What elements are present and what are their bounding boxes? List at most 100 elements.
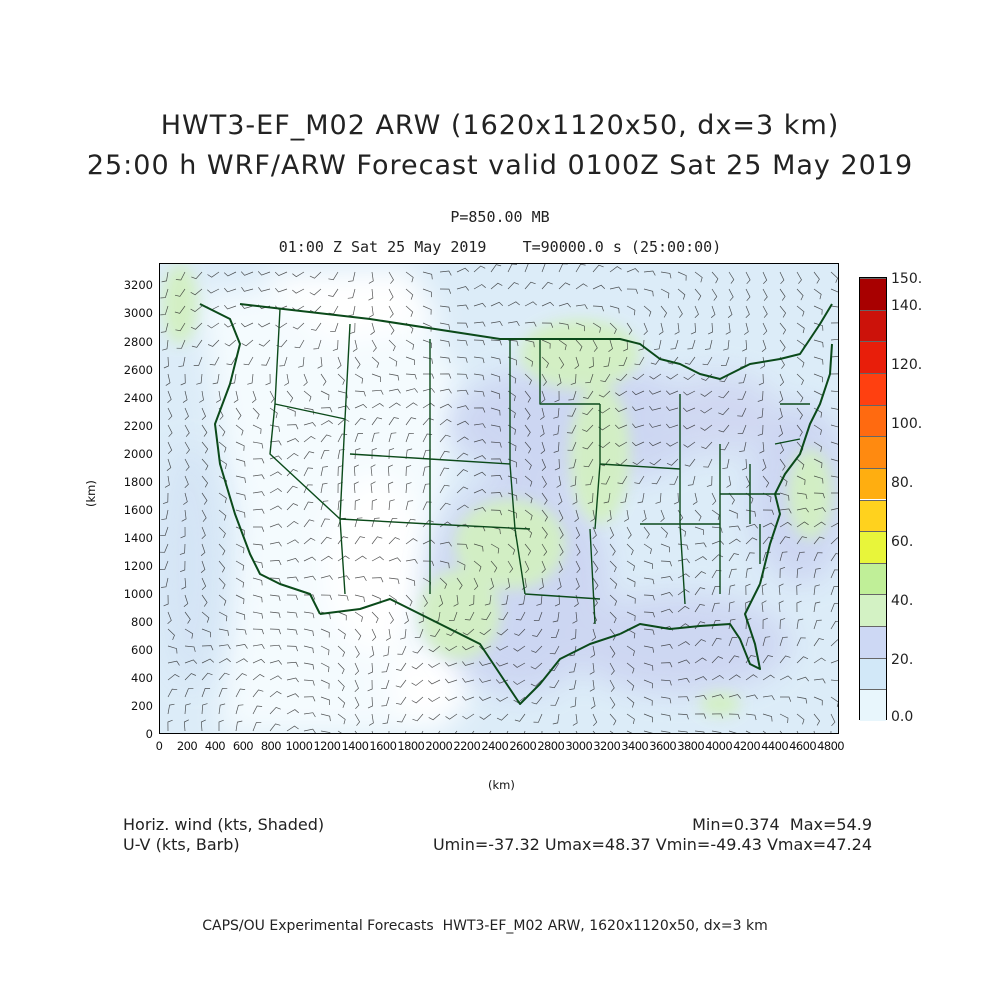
- us-east-coast: [759, 343, 833, 585]
- wind-barb: [309, 288, 322, 296]
- wind-barb: [762, 288, 768, 301]
- wind-barb: [412, 713, 424, 722]
- wind-barb: [184, 628, 194, 639]
- wind-barb: [252, 474, 265, 480]
- wind-barb: [180, 373, 186, 386]
- wind-barb: [456, 452, 469, 460]
- wind-barb: [778, 407, 783, 420]
- wind-barb: [201, 672, 213, 681]
- wind-barb: [796, 288, 804, 301]
- wind-barb: [269, 723, 281, 732]
- x-tick-label: 4600: [789, 739, 817, 753]
- x-tick-label: 2800: [537, 739, 565, 753]
- wind-barb: [643, 305, 652, 317]
- wind-barb: [539, 424, 545, 437]
- wind-barb: [796, 271, 802, 284]
- wind-barb: [490, 441, 502, 448]
- wind-barb: [405, 305, 414, 317]
- wind-barb: [683, 441, 696, 448]
- wind-barb: [556, 373, 562, 386]
- wind-barb: [201, 577, 207, 591]
- wind-barb: [405, 271, 414, 283]
- wind-barb: [778, 390, 784, 403]
- wind-barb: [218, 628, 229, 636]
- wind-barb: [711, 554, 724, 562]
- wind-barb: [368, 305, 374, 318]
- wind-barb: [830, 522, 838, 528]
- wind-barb: [439, 450, 450, 460]
- wind-barb: [813, 619, 822, 630]
- wind-barb: [193, 356, 203, 366]
- wind-barb: [445, 713, 458, 720]
- wind-barb: [184, 611, 191, 624]
- wind-barb: [778, 424, 784, 437]
- wind-barb: [161, 509, 169, 521]
- wind-barb: [711, 637, 722, 647]
- wind-barb: [498, 611, 509, 621]
- wind-barb: [813, 507, 826, 513]
- wind-barb: [745, 492, 754, 504]
- y-tick-label: 2000: [123, 446, 153, 461]
- wind-barb: [235, 658, 248, 664]
- wind-barb: [422, 388, 435, 393]
- wind-barb: [160, 543, 169, 553]
- wind-barb: [632, 406, 645, 412]
- wind-barb: [405, 577, 416, 586]
- wind-barb: [507, 356, 517, 366]
- wind-barb: [634, 475, 645, 484]
- wind-barb: [614, 424, 628, 429]
- wind-barb: [224, 287, 237, 293]
- wind-barb: [524, 407, 531, 420]
- wind-barb: [348, 271, 356, 282]
- wind-barb: [286, 468, 298, 477]
- wind-barb: [813, 271, 820, 284]
- wind-barb: [728, 601, 735, 613]
- wind-barb: [567, 407, 577, 417]
- wind-barb: [235, 526, 245, 536]
- wind-barb: [371, 417, 383, 426]
- wind-barb: [558, 560, 563, 574]
- wind-barb: [677, 271, 687, 281]
- wind-barb: [167, 407, 173, 421]
- wind-barb: [462, 661, 475, 666]
- wind-barb: [303, 501, 314, 511]
- wind-barb: [762, 322, 768, 336]
- wind-barb: [473, 423, 486, 429]
- wind-barb: [369, 645, 375, 658]
- wind-barb: [412, 645, 424, 654]
- wind-barb: [371, 536, 383, 545]
- wind-barb: [370, 464, 376, 477]
- wind-barb: [677, 305, 683, 318]
- wind-barb: [541, 458, 547, 472]
- wind-barb: [711, 620, 721, 630]
- wind-barb: [728, 730, 737, 733]
- wind-barb: [167, 645, 178, 654]
- wind-barb: [218, 719, 224, 731]
- wind-barb: [405, 417, 417, 426]
- wind-barb: [728, 674, 741, 681]
- wind-barb: [590, 509, 596, 522]
- wind-barb: [626, 628, 636, 639]
- wind-barb: [813, 638, 824, 647]
- wind-barb: [496, 713, 509, 721]
- wind-barb: [216, 390, 221, 403]
- wind-barb: [572, 492, 578, 505]
- wind-barb: [813, 441, 822, 452]
- wind-barb: [367, 662, 373, 675]
- wind-barb: [303, 712, 316, 718]
- wind-barb: [353, 481, 359, 494]
- wind-barb: [196, 373, 203, 385]
- wind-barb: [554, 458, 560, 471]
- wind-barb: [643, 560, 654, 569]
- wind-barb: [422, 483, 431, 494]
- wind-barb: [218, 594, 227, 606]
- wind-barb: [634, 356, 645, 366]
- wind-barb: [796, 521, 809, 528]
- wind-barb: [184, 424, 190, 437]
- wind-barb: [780, 696, 792, 702]
- wind-barb: [473, 284, 486, 290]
- wind-barb: [779, 339, 786, 352]
- x-axis-label: (km): [488, 778, 515, 792]
- wind-barb: [796, 551, 805, 562]
- wind-barb: [694, 509, 702, 522]
